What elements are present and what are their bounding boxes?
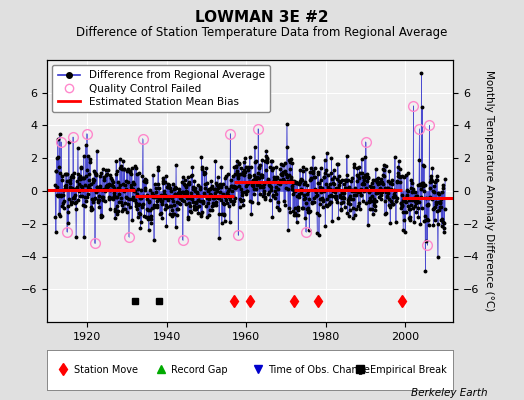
- Text: Station Move: Station Move: [73, 365, 138, 375]
- Legend: Difference from Regional Average, Quality Control Failed, Estimated Station Mean: Difference from Regional Average, Qualit…: [52, 65, 270, 112]
- Text: Difference of Station Temperature Data from Regional Average: Difference of Station Temperature Data f…: [77, 26, 447, 39]
- Text: Berkeley Earth: Berkeley Earth: [411, 388, 487, 398]
- Y-axis label: Monthly Temperature Anomaly Difference (°C): Monthly Temperature Anomaly Difference (…: [484, 70, 494, 312]
- Text: LOWMAN 3E #2: LOWMAN 3E #2: [195, 10, 329, 25]
- Text: Empirical Break: Empirical Break: [370, 365, 447, 375]
- Text: Time of Obs. Change: Time of Obs. Change: [268, 365, 370, 375]
- Text: Record Gap: Record Gap: [171, 365, 227, 375]
